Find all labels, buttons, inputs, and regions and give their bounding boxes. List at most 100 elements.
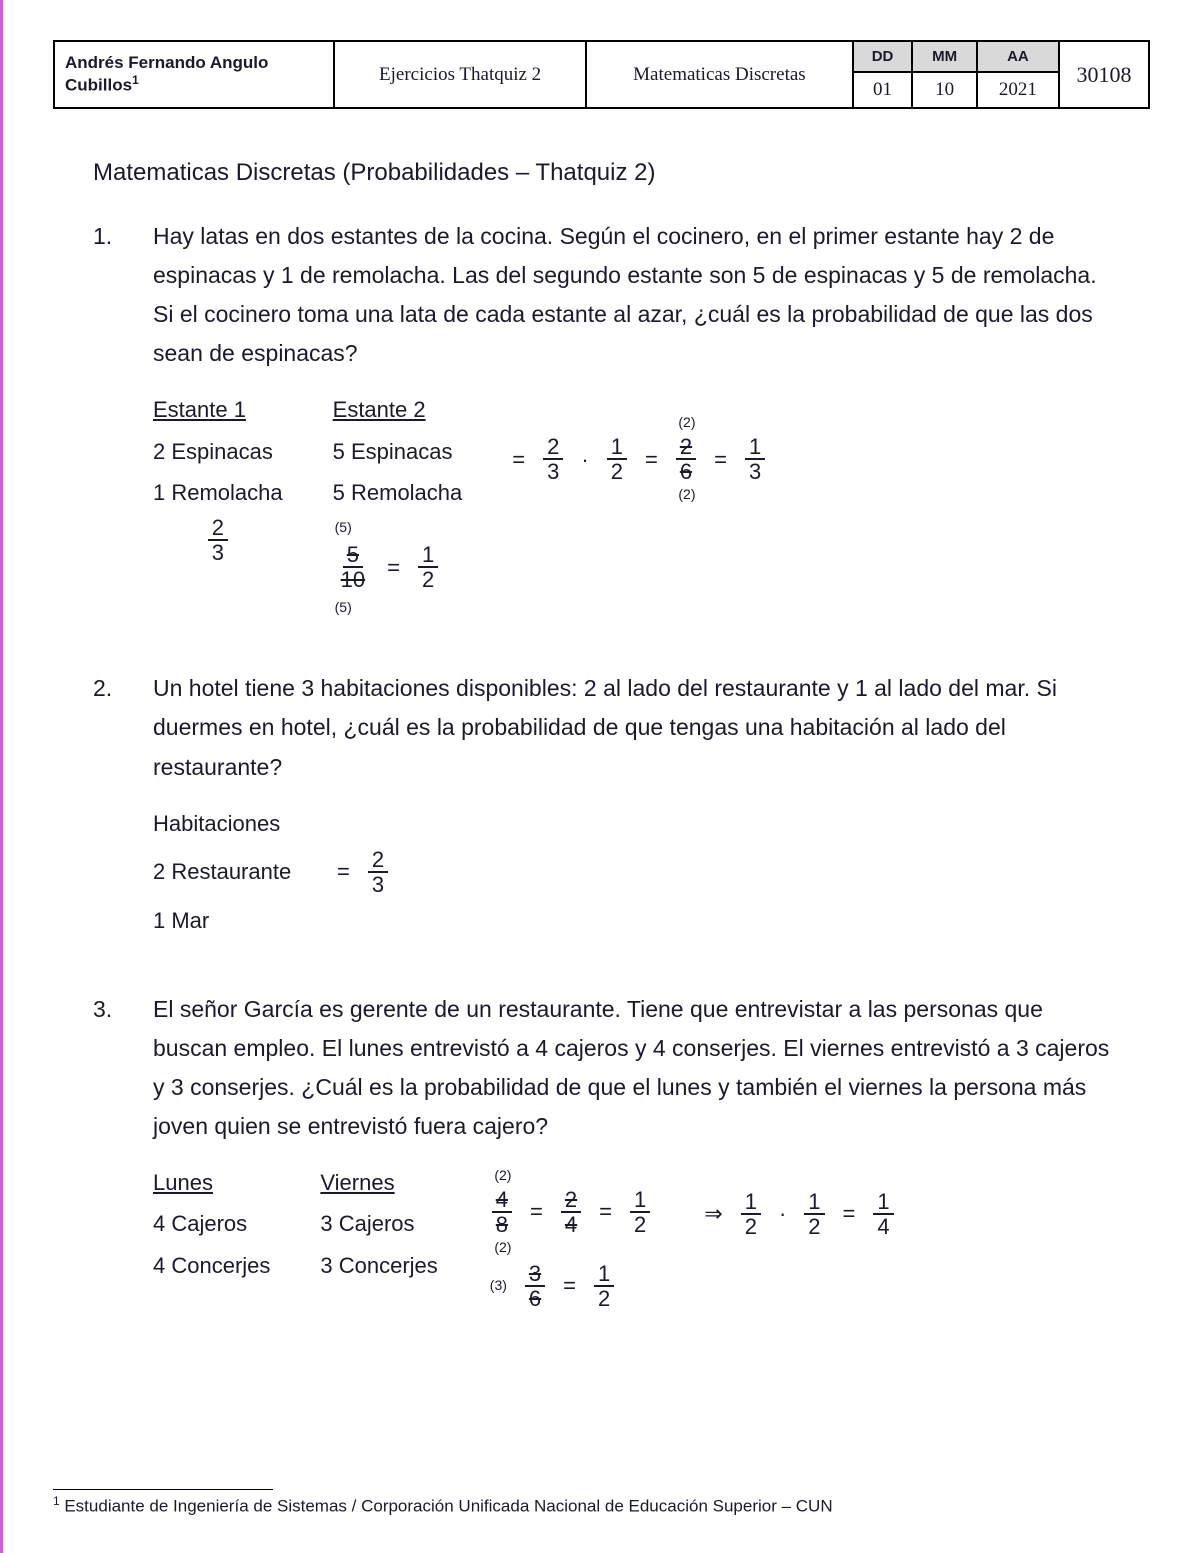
equals: = [645, 441, 658, 478]
equals: = [843, 1195, 856, 1232]
note: (2) [494, 1164, 511, 1188]
p1-col1-a: 2 Espinacas [153, 433, 283, 470]
p1-col1: Estante 1 2 Espinacas 1 Remolacha 2 3 [153, 391, 283, 563]
frac-bot: 10 [337, 568, 369, 591]
p1-simplify-5-10: (5) [333, 516, 463, 540]
p2-frac: 2 3 [368, 848, 388, 896]
name-sup: 1 [132, 73, 139, 87]
equals: = [387, 549, 400, 586]
frac-top: 2 [543, 435, 563, 460]
p2-h-a: 2 Restaurante [153, 853, 323, 890]
p3-v-title: Viernes [320, 1164, 437, 1201]
p3-l-b: 4 Concerjes [153, 1247, 270, 1284]
footnote-sup: 1 [53, 1494, 60, 1508]
problem-3-text: El señor García es gerente de un restaur… [153, 990, 1110, 1146]
frac-bot: 3 [745, 460, 765, 483]
note: (2) [494, 1236, 511, 1260]
problem-2: 2. Un hotel tiene 3 habitaciones disponi… [93, 669, 1110, 939]
frac-top: 1 [745, 435, 765, 460]
code-cell: 30108 [1059, 41, 1149, 108]
dot: · [581, 441, 588, 478]
problem-1-number: 1. [93, 217, 123, 619]
frac-bot: 2 [630, 1213, 650, 1236]
note-2-bot: (2) [678, 483, 695, 507]
frac-bot: 3 [208, 541, 228, 564]
frac-bot: 2 [804, 1215, 824, 1238]
aa-value: 2021 [977, 72, 1059, 108]
frac-bot: 6 [676, 460, 696, 483]
frac-bot: 6 [525, 1287, 545, 1310]
frac-bot: 2 [741, 1215, 761, 1238]
frac-bot: 3 [543, 460, 563, 483]
p1-col2-b: 5 Remolacha [333, 474, 463, 511]
dd-label: DD [853, 41, 913, 72]
subject-title: Matematicas Discretas [586, 41, 852, 108]
problem-2-text: Un hotel tiene 3 habitaciones disponible… [153, 669, 1110, 786]
frac-top: 1 [594, 1262, 614, 1287]
p1-frac-5-10: 5 10 [337, 543, 369, 591]
p3-calc: (2) 48 (2) = 24 = 12 (3) 36 = 12 [488, 1164, 654, 1310]
p3-l-title: Lunes [153, 1164, 270, 1201]
frac-top: 2 [676, 435, 696, 460]
equals: = [714, 441, 727, 478]
p3-l-a: 4 Cajeros [153, 1205, 270, 1242]
dot: · [779, 1195, 786, 1232]
problem-3-number: 3. [93, 990, 123, 1310]
frac-bot: 8 [492, 1213, 512, 1236]
p1-col2-a: 5 Espinacas [333, 433, 463, 470]
p3-v-a: 3 Cajeros [320, 1205, 437, 1242]
name-text: Andrés Fernando Angulo Cubillos [65, 53, 268, 95]
frac-bot: 2 [418, 568, 438, 591]
equals: = [599, 1193, 612, 1230]
student-name: Andrés Fernando Angulo Cubillos1 [54, 41, 334, 108]
frac-bot: 3 [368, 873, 388, 896]
p2-h-title: Habitaciones [153, 805, 280, 842]
p1-col2-title: Estante 2 [333, 391, 463, 428]
note-5-bot: (5) [335, 596, 463, 620]
problem-1: 1. Hay latas en dos estantes de la cocin… [93, 217, 1110, 619]
frac-bot: 4 [873, 1215, 893, 1238]
frac-top: 5 [343, 543, 363, 568]
problem-2-number: 2. [93, 669, 123, 939]
frac-top: 1 [630, 1188, 650, 1213]
header-table: Andrés Fernando Angulo Cubillos1 Ejercic… [53, 40, 1150, 109]
p3-result: ⇒ 12 · 12 = 14 [704, 1190, 897, 1238]
frac-top: 1 [873, 1190, 893, 1215]
p1-frac-1-2: 1 2 [418, 543, 438, 591]
frac-top: 4 [492, 1188, 512, 1213]
p3-viernes: Viernes 3 Cajeros 3 Concerjes [320, 1164, 437, 1284]
mm-value: 10 [912, 72, 976, 108]
frac-top: 2 [368, 848, 388, 873]
p2-h-b: 1 Mar [153, 902, 209, 939]
p1-col1-title: Estante 1 [153, 391, 283, 428]
p3-lunes: Lunes 4 Cajeros 4 Concerjes [153, 1164, 270, 1284]
equals: = [512, 441, 525, 478]
p1-col1-b: 1 Remolacha [153, 474, 283, 511]
p1-col2: Estante 2 5 Espinacas 5 Remolacha (5) 5 … [333, 391, 463, 619]
mm-label: MM [912, 41, 976, 72]
note-5-top: (5) [335, 516, 352, 540]
frac-top: 1 [804, 1190, 824, 1215]
equals: = [530, 1193, 543, 1230]
frac-top: 2 [208, 516, 228, 541]
frac-bot: 2 [594, 1287, 614, 1310]
page-title: Matematicas Discretas (Probabilidades – … [93, 159, 1150, 187]
footnote-text: Estudiante de Ingeniería de Sistemas / C… [60, 1497, 833, 1516]
arrow: ⇒ [704, 1195, 722, 1232]
dd-value: 01 [853, 72, 913, 108]
aa-label: AA [977, 41, 1059, 72]
frac-bot: 4 [561, 1213, 581, 1236]
footnote: 1 Estudiante de Ingeniería de Sistemas /… [53, 1489, 1150, 1517]
p1-frac-2-3: 2 3 [157, 516, 279, 564]
frac-bot: 2 [607, 460, 627, 483]
problem-3: 3. El señor García es gerente de un rest… [93, 990, 1110, 1310]
note-2-top: (2) [678, 411, 695, 435]
p3-v-b: 3 Concerjes [320, 1247, 437, 1284]
frac-top: 1 [418, 543, 438, 568]
frac-top: 1 [741, 1190, 761, 1215]
equals: = [563, 1267, 576, 1304]
note: (3) [490, 1274, 507, 1298]
problem-1-text: Hay latas en dos estantes de la cocina. … [153, 217, 1110, 373]
frac-top: 1 [607, 435, 627, 460]
assignment-title: Ejercicios Thatquiz 2 [334, 41, 586, 108]
